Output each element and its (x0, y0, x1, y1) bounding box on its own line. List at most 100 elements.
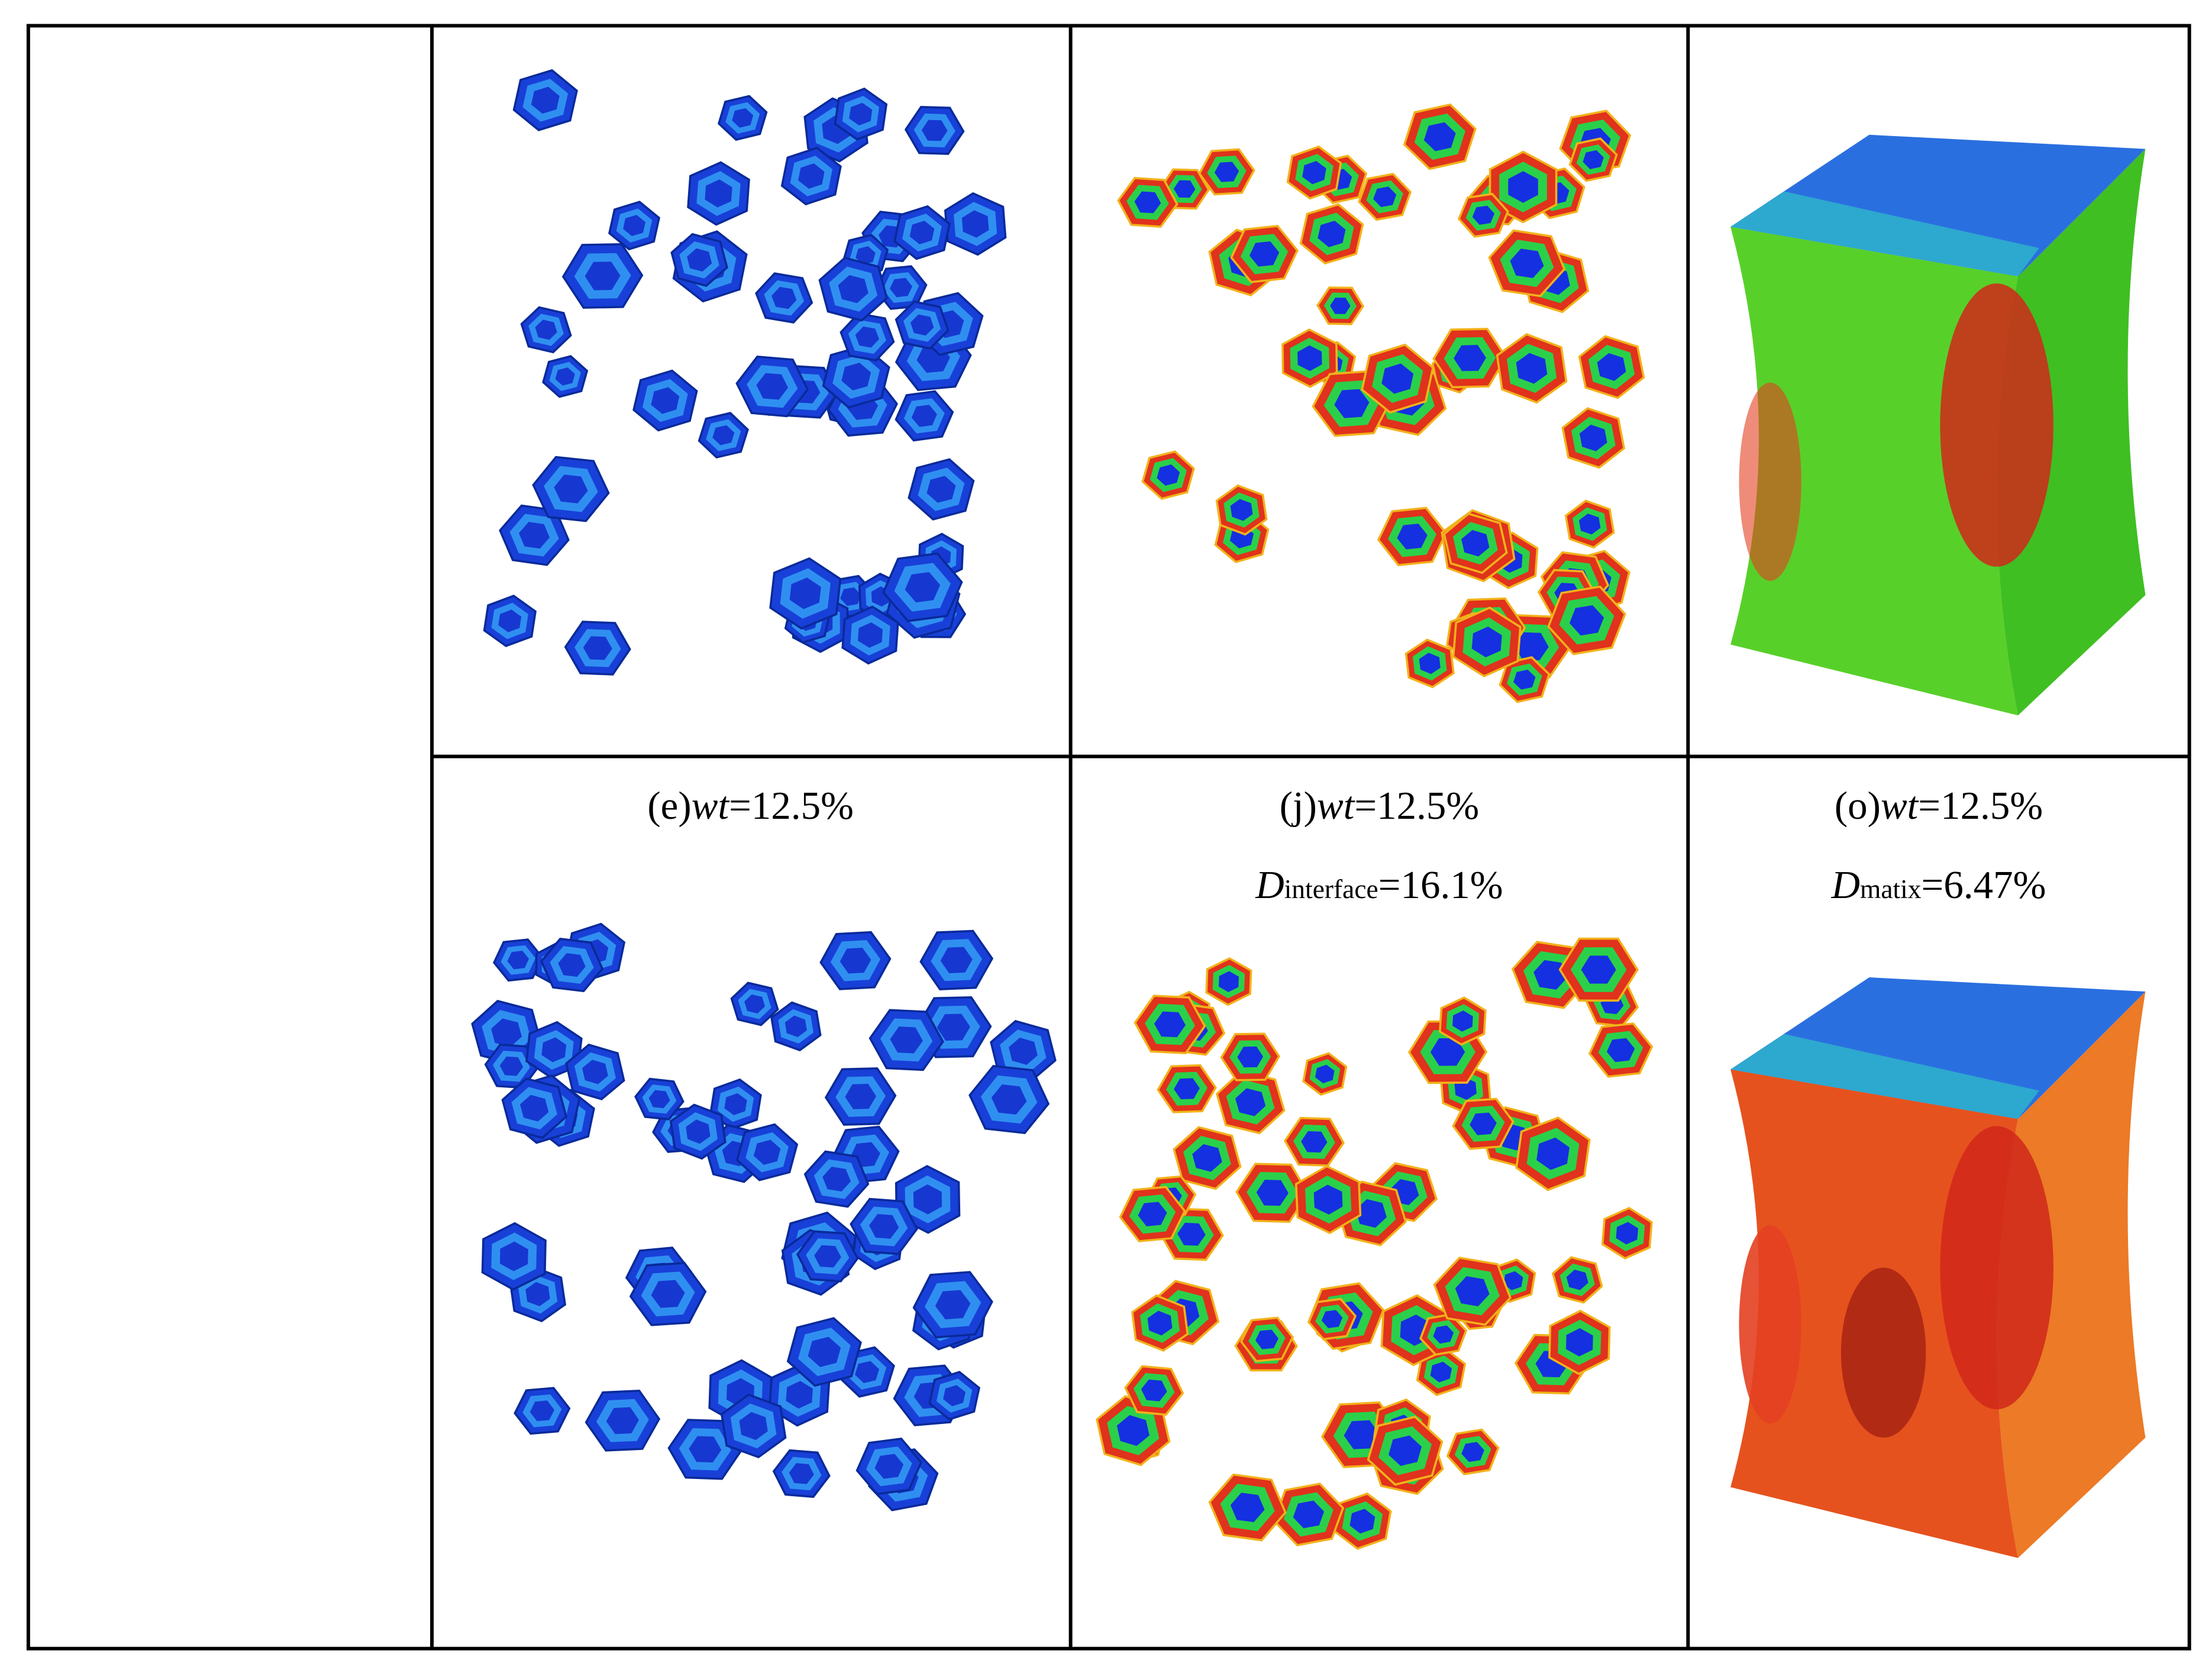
particle-center (1173, 180, 1196, 198)
caption-value: =12.5% (1354, 784, 1479, 828)
particle-center (687, 248, 712, 272)
caption: (o)wt=12.5% (1835, 784, 2043, 828)
particle-center (1514, 632, 1549, 661)
particle-center (1566, 1270, 1588, 1290)
particle-center (1471, 627, 1502, 658)
particle-center (744, 994, 766, 1014)
particle-center (606, 1407, 640, 1435)
particle-center (1430, 1361, 1452, 1383)
particle-center (913, 1184, 942, 1215)
artwork (471, 69, 2146, 1558)
particle-center (1597, 353, 1626, 381)
particle-center (858, 622, 883, 648)
particle-center (1461, 1442, 1484, 1462)
particle-center (1134, 191, 1161, 214)
particle-center (1606, 1038, 1635, 1063)
particle-center (1533, 960, 1568, 990)
particle-center (814, 1245, 841, 1268)
particle-center (1419, 653, 1441, 674)
particle-center (756, 373, 789, 400)
particle-center (1397, 524, 1428, 550)
particle-center (1141, 1379, 1167, 1402)
particle-center (585, 261, 621, 290)
particle-center (1470, 1112, 1497, 1135)
particle-center (1301, 1131, 1328, 1153)
caption-value: =12.5% (1918, 784, 2043, 828)
particle-center (1147, 1310, 1173, 1336)
particle-center (1381, 363, 1414, 394)
particle-center (1579, 514, 1601, 535)
particle-center (1256, 1180, 1289, 1206)
particle-center (840, 587, 861, 606)
box-side (1997, 148, 2146, 716)
particle-center (910, 314, 934, 336)
caption: (e)wt=12.5% (647, 784, 854, 828)
particle-center (686, 1119, 711, 1144)
particle-center (1302, 161, 1326, 185)
caption-var: wt (692, 784, 730, 828)
particle-center (822, 1167, 851, 1191)
particle-center (519, 522, 550, 549)
particle-center (582, 1060, 608, 1084)
particle-center (838, 275, 868, 303)
particle-center (1455, 1276, 1490, 1307)
particle-center (911, 405, 937, 427)
particle-center (869, 1214, 899, 1239)
particle-center (1249, 241, 1280, 267)
particle-center (1321, 1310, 1343, 1328)
caption-sub-value: =16.1% (1378, 863, 1503, 907)
caption-value: =12.5% (729, 784, 854, 828)
damage-zone (1940, 283, 2053, 567)
particle-center (1230, 499, 1253, 521)
box-side (1997, 991, 2146, 1558)
particle-center (648, 1090, 670, 1109)
particle-center (525, 1281, 550, 1306)
particle-center (689, 1436, 722, 1463)
particle-center (712, 425, 735, 445)
particle-center (1503, 1271, 1523, 1290)
particle-center (651, 387, 680, 414)
particle-center (554, 474, 588, 503)
particle-center (705, 179, 732, 208)
particle-center (1569, 605, 1604, 636)
caption-sub-name: matix (1860, 874, 1922, 904)
particle-center (786, 1381, 813, 1409)
particle-center (558, 953, 586, 977)
particle-center (1230, 1493, 1265, 1522)
particle-center (905, 571, 941, 603)
particle-center (889, 277, 913, 298)
particle-center (808, 1336, 841, 1367)
particle-center (499, 1241, 528, 1271)
caption-var: wt (1881, 784, 1919, 828)
particle-center (1565, 1328, 1593, 1357)
caption: (j)wt=12.5% (1280, 784, 1480, 828)
particle-center (1452, 1010, 1473, 1032)
particle-center (1536, 1137, 1570, 1170)
particle-center (1219, 971, 1239, 992)
particle-center (1177, 1222, 1206, 1246)
table-border (26, 24, 2191, 1651)
caption-var: wt (1317, 784, 1355, 828)
caption-sub-name: interface (1284, 874, 1378, 904)
particle-center (926, 476, 956, 503)
particle-center (789, 1463, 814, 1484)
particle-center (507, 951, 529, 970)
particle-center (1454, 345, 1486, 372)
particle-center (855, 246, 876, 265)
particle-center (1616, 1222, 1639, 1245)
particle-center (961, 210, 989, 238)
particle-center (1344, 1420, 1380, 1449)
particle-center (1516, 353, 1548, 384)
particle-center (1154, 1011, 1186, 1038)
particle-center (623, 215, 646, 237)
particle-center (1581, 955, 1616, 984)
particle-center (1255, 1329, 1279, 1349)
caption-sub-var: D (1255, 863, 1284, 907)
particle-center (1388, 1435, 1422, 1466)
particle-center (1373, 186, 1397, 208)
damage-zone (1940, 1126, 2053, 1410)
particle-center (1349, 1509, 1375, 1534)
particle-center (890, 1026, 923, 1054)
table-grid (26, 24, 2191, 1651)
